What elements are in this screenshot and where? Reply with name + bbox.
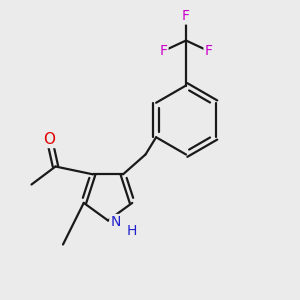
Text: F: F: [205, 44, 212, 58]
Text: F: F: [182, 10, 190, 23]
Text: F: F: [160, 44, 167, 58]
Text: H: H: [127, 224, 137, 238]
Text: N: N: [110, 215, 121, 229]
Text: O: O: [44, 132, 56, 147]
